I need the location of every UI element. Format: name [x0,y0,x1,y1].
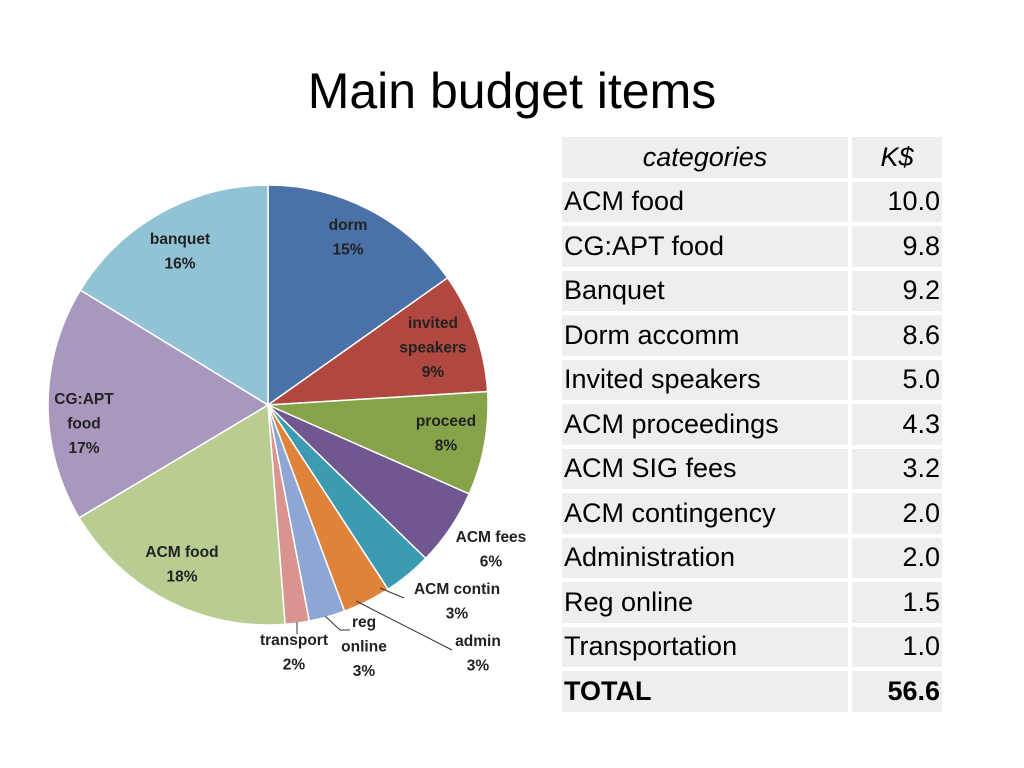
row-value: 4.3 [850,402,946,449]
pie-slice-proceed [267,390,489,495]
row-value: 2.0 [850,535,946,582]
total-label: TOTAL [562,669,852,716]
pie-slice-banquet [79,184,269,407]
table-row: Dorm accomm 8.6 [562,313,946,360]
pie-label-cg-apt-food: CG:APT food 17% [54,391,114,457]
table-row: Reg online 1.5 [562,580,946,627]
table-row: ACM contingency 2.0 [562,491,946,538]
row-value: 10.0 [850,179,946,226]
pie-slice-acm-food [78,403,286,626]
pie-label-banquet: banquet 16% [150,231,210,273]
pie-label-acm-fees: ACM fees 6% [456,529,527,571]
pie-label-admin: admin 3% [455,633,501,675]
row-category: Reg online [562,580,852,627]
table-row: ACM food 10.0 [562,179,946,226]
table-row: CG:APT food 9.8 [562,224,946,271]
table-row: Transportation 1.0 [562,624,946,671]
row-value: 1.5 [850,580,946,627]
leader-line-admin [355,600,453,651]
header-categories: categories [562,137,852,182]
row-value: 8.6 [850,313,946,360]
row-category: Administration [562,535,852,582]
table-row: Invited speakers 5.0 [562,357,946,404]
table-row: ACM SIG fees 3.2 [562,446,946,493]
row-category: Invited speakers [562,357,852,404]
pie-label-proceed: proceed 8% [416,413,476,455]
slide-title: Main budget items [307,63,717,119]
row-category: ACM SIG fees [562,446,852,493]
table-row: Administration 2.0 [562,535,946,582]
table-total-row: TOTAL 56.6 [562,669,946,716]
row-category: Transportation [562,624,852,671]
row-value: 9.2 [850,268,946,315]
row-category: ACM proceedings [562,402,852,449]
row-category: ACM food [562,179,852,226]
header-kdollar: K$ [850,137,946,182]
pie-labels: dorm 15% invited speakers 9% proceed 8% ACM fee… [54,217,526,680]
pie-label-invited-speakers: invited speakers 9% [399,315,466,381]
pie-slice-cg-apt-food [47,289,270,519]
row-value: 9.8 [850,224,946,271]
row-category: ACM contingency [562,491,852,538]
pie-leader-lines [296,587,453,651]
row-value: 1.0 [850,624,946,671]
table-row: Banquet 9.2 [562,268,946,315]
pie-label-reg-online: reg online 3% [341,614,387,680]
pie-label-dorm: dorm 15% [329,217,368,259]
row-value: 2.0 [850,491,946,538]
table-header-row: categories K$ [562,137,946,182]
pie-label-acm-contin: ACM contin 3% [414,581,500,623]
pie-label-transport: transport 2% [260,632,328,674]
pie-slices [47,184,489,626]
budget-table: categories K$ ACM food 10.0 CG:APT food 9.… [562,137,946,716]
row-category: CG:APT food [562,224,852,271]
pie-label-acm-food: ACM food 18% [145,544,218,586]
pie-slice-invited-speakers [265,276,489,406]
row-category: Banquet [562,268,852,315]
pie-slice-dorm [267,184,449,407]
row-category: Dorm accomm [562,313,852,360]
table-row: ACM proceedings 4.3 [562,402,946,449]
total-value: 56.6 [850,669,946,716]
row-value: 5.0 [850,357,946,404]
row-value: 3.2 [850,446,946,493]
leader-line-acm-contin [379,587,405,599]
leader-line-reg-online [324,615,350,631]
